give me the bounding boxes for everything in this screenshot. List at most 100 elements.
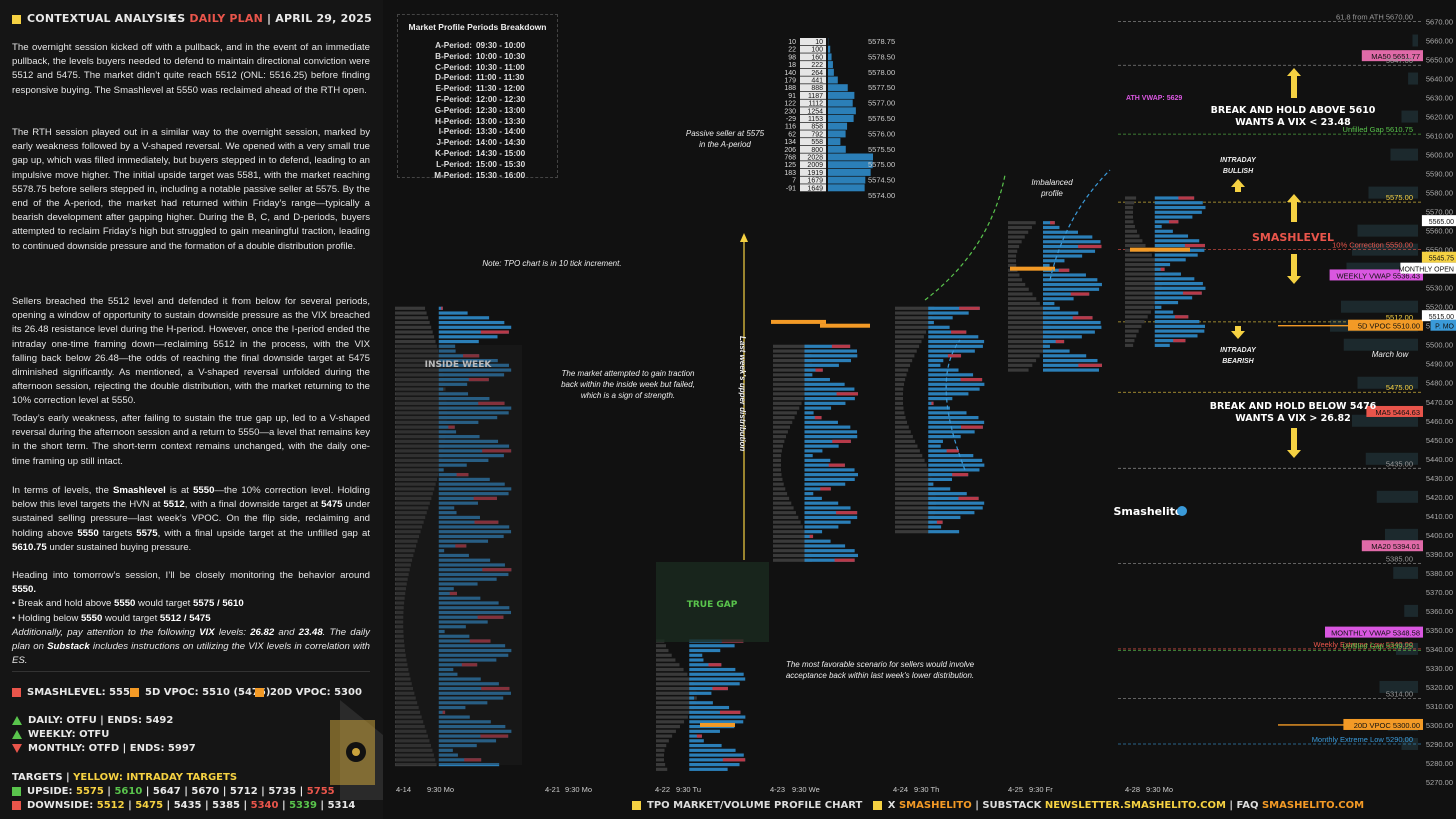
- levels-bold: Smashlevel: [113, 485, 166, 496]
- levels-bold: 5610.75: [12, 541, 47, 553]
- tpo-letters: [656, 682, 694, 686]
- tpo-letters: [773, 420, 793, 424]
- volume-bar: [438, 587, 454, 591]
- price-tick-label: 5560.00: [1426, 227, 1453, 236]
- volume-bar: [689, 720, 744, 724]
- monitor-bold: 5550: [80, 612, 103, 624]
- tpo-letters: [773, 477, 783, 482]
- vix-bold: 23.48: [298, 627, 323, 638]
- volume-bar-red: [1078, 363, 1102, 367]
- levels-text: is at: [165, 485, 194, 496]
- volume-bar: [689, 758, 746, 762]
- footer-x-handle[interactable]: SMASHELITO: [898, 800, 972, 811]
- price-tick-label: 5670.00: [1426, 18, 1453, 27]
- volume-bar-red: [828, 463, 845, 467]
- tpo-letters: [1008, 254, 1017, 258]
- tpo-letters: [895, 454, 923, 458]
- dom-bid: -91: [786, 185, 796, 192]
- tpo-letters: [395, 458, 442, 462]
- volume-bar: [689, 748, 736, 752]
- dom-price: 5577.00: [868, 99, 895, 108]
- volume-bar: [438, 311, 468, 315]
- tpo-letters: [1125, 239, 1143, 243]
- annotation-text: BEARISH: [1222, 358, 1254, 365]
- small-down-arrow-icon: [1235, 326, 1241, 332]
- target-level: 5435: [173, 800, 202, 811]
- volume-profile-bar: [1401, 110, 1418, 123]
- volume-bar: [438, 373, 505, 377]
- date-label: 4-28: [1125, 785, 1140, 794]
- levels-bold: 5550: [193, 485, 215, 496]
- volume-bar: [438, 330, 509, 334]
- volume-bar: [1043, 287, 1100, 291]
- down-triangle-icon: [12, 743, 22, 753]
- tpo-letters: [395, 644, 405, 648]
- bullish-curve: [924, 174, 1006, 301]
- tpo-letters: [656, 767, 668, 771]
- footer-substack-link[interactable]: NEWSLETTER.SMASHELITO.COM: [1044, 800, 1226, 811]
- volume-bar: [1154, 215, 1193, 219]
- separator: |: [142, 786, 153, 797]
- tpo-letters: [773, 425, 791, 429]
- volume-bar: [689, 648, 721, 653]
- tpo-letters: [395, 473, 439, 477]
- price-tick-label: 5470.00: [1426, 398, 1453, 407]
- volume-bar: [438, 515, 480, 520]
- tpo-letters: [395, 720, 424, 724]
- volume-bar-red: [448, 425, 455, 429]
- price-tag-text: P. MO: [1435, 324, 1454, 331]
- dom-bid: 188: [784, 85, 796, 92]
- tpo-letters: [656, 748, 665, 752]
- target-level: 5610: [114, 786, 143, 797]
- footer-faq-link[interactable]: SMASHELITO.COM: [1261, 800, 1365, 811]
- legend-5d-vpoc: 5D VPOC: 5510 (5475): [130, 687, 270, 698]
- volume-bar: [438, 401, 505, 405]
- legend-5d-vpoc-text: 5D VPOC: 5510 (5475): [145, 687, 271, 698]
- tpo-letters: [1125, 320, 1145, 324]
- periods-breakdown-box: Market Profile Periods Breakdown A-Perio…: [397, 14, 558, 180]
- tpo-letters: [656, 715, 688, 719]
- period-time: 09:30 - 10:00: [476, 41, 526, 50]
- dom-ask: 1153: [808, 116, 823, 123]
- tpo-letters: [1008, 301, 1040, 306]
- volume-bar: [438, 691, 511, 695]
- tpo-letters: [656, 686, 696, 691]
- tpo-letters: [395, 596, 405, 600]
- volume-bar: [438, 511, 457, 515]
- dom-bid: 10: [788, 39, 796, 46]
- dom-bid: 62: [788, 131, 796, 138]
- volume-bar: [804, 506, 851, 510]
- price-tick-label: 5450.00: [1426, 436, 1453, 445]
- volume-bar-red: [1174, 315, 1189, 319]
- tpo-letters: [395, 568, 410, 572]
- volume-bar: [1154, 277, 1195, 281]
- vpoc-marker: [1010, 266, 1055, 271]
- target-level: 5339: [289, 800, 317, 811]
- volume-bar-red: [832, 439, 851, 443]
- dom-ask-cell: [800, 161, 826, 169]
- dom-ask-cell: [800, 53, 826, 61]
- volume-bar: [1154, 305, 1162, 309]
- period-time: 10:00 - 10:30: [476, 51, 526, 61]
- tpo-letters: [395, 729, 427, 733]
- volume-bar: [438, 705, 466, 710]
- tpo-letters: [395, 382, 445, 386]
- volume-bar: [928, 335, 979, 339]
- volume-bar-red: [696, 734, 702, 738]
- volume-bar: [438, 477, 490, 482]
- dom-price: 5576.00: [868, 129, 895, 138]
- volume-profile-bar: [1379, 680, 1418, 693]
- price-tick-label: 5580.00: [1426, 189, 1453, 198]
- tpo-letters: [773, 496, 790, 501]
- volume-bar: [928, 358, 944, 363]
- tpo-letters: [395, 339, 436, 344]
- target-level: 5340: [250, 800, 279, 811]
- dom-price: 5575.50: [868, 145, 895, 154]
- tpo-letters: [395, 606, 404, 610]
- tpo-letters: [395, 620, 404, 624]
- tpo-letters: [1125, 229, 1137, 233]
- period-name: D-Period:: [435, 73, 472, 83]
- tpo-letters: [895, 420, 908, 424]
- level-label: Unfilled Gap 5339.25: [1343, 641, 1413, 650]
- price-tick-label: 5310.00: [1426, 702, 1453, 711]
